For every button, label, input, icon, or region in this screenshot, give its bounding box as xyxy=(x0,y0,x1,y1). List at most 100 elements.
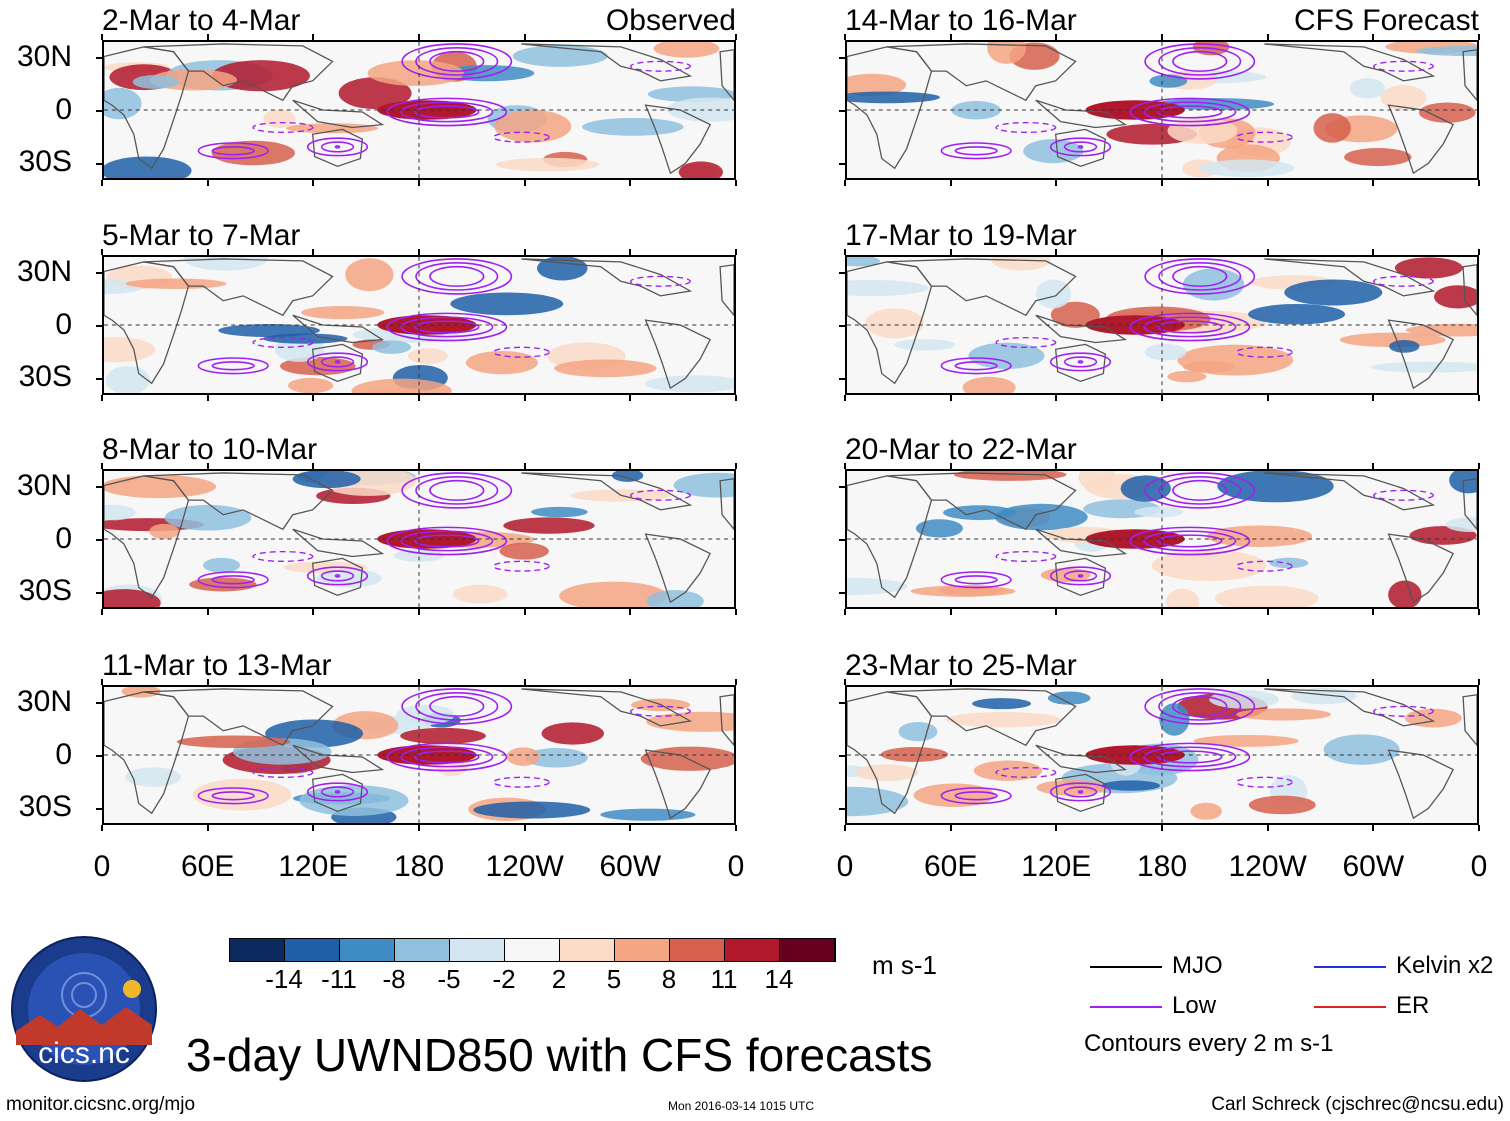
anomaly-shading xyxy=(104,504,136,521)
anomaly-shading xyxy=(847,577,908,595)
anomaly-shading xyxy=(338,77,412,110)
footer-url[interactable]: monitor.cicsnc.org/mjo xyxy=(6,1094,196,1115)
lon-tick xyxy=(1055,463,1058,469)
anomaly-shading xyxy=(559,581,668,607)
lon-tick xyxy=(523,463,526,469)
coastline xyxy=(644,533,712,604)
lat-tick xyxy=(96,325,102,327)
lon-tick xyxy=(206,825,209,831)
lon-tick xyxy=(949,609,952,615)
low-contour xyxy=(1158,47,1242,76)
lat-tick xyxy=(96,57,102,59)
coastline xyxy=(104,691,190,815)
lon-tick xyxy=(1055,34,1058,40)
coastline xyxy=(847,46,933,170)
lon-tick xyxy=(949,180,952,186)
low-contour xyxy=(334,790,341,794)
lon-tick xyxy=(1055,825,1058,831)
lon-tick xyxy=(949,34,952,40)
colorbar xyxy=(229,938,836,962)
low-contour xyxy=(211,361,255,371)
anomaly-shading xyxy=(972,698,1032,710)
coastline xyxy=(521,472,693,511)
lon-tick xyxy=(735,180,737,186)
anomaly-shading xyxy=(316,568,382,588)
legend-line-4 xyxy=(1314,1006,1386,1008)
coastline xyxy=(1264,43,1436,82)
anomaly-shading xyxy=(506,747,540,766)
low-contour xyxy=(334,574,341,578)
map-panel-right-3 xyxy=(845,469,1479,609)
lon-tick xyxy=(101,249,103,255)
lon-tick xyxy=(1372,609,1375,615)
lon-tick xyxy=(312,679,315,685)
anomaly-shading xyxy=(1269,557,1309,569)
colorbar-label-6: 2 xyxy=(551,964,567,994)
low-contour xyxy=(1143,530,1237,552)
anomaly-shading xyxy=(1206,525,1313,547)
map-panel-left-3 xyxy=(102,469,736,609)
low-contour-negative xyxy=(1372,489,1434,501)
low-contour xyxy=(940,142,1012,160)
lon-tick xyxy=(312,249,315,255)
anomaly-shading xyxy=(176,735,291,748)
lon-tick xyxy=(735,395,737,401)
low-contour-negative xyxy=(492,560,550,572)
anomaly-shading xyxy=(1167,370,1207,383)
coastline xyxy=(719,264,734,317)
anomaly-shading xyxy=(987,42,1027,64)
lon-tick xyxy=(1372,825,1375,831)
low-contour xyxy=(401,43,513,80)
lon-label-right-2: 60E xyxy=(923,850,978,883)
lon-tick xyxy=(844,249,846,255)
lat-tick xyxy=(96,702,102,704)
legend-label-3: Low xyxy=(1172,992,1217,1019)
colorbar-label-1: -14 xyxy=(265,964,303,994)
low-contour xyxy=(320,356,355,368)
lon-tick xyxy=(1161,395,1163,401)
lon-tick xyxy=(1055,180,1058,186)
low-contour-negative xyxy=(629,489,691,501)
anomaly-shading xyxy=(962,376,1016,393)
low-contour xyxy=(211,146,255,156)
coastline xyxy=(886,688,1077,747)
lat-tick xyxy=(839,486,845,488)
low-contour xyxy=(954,791,998,801)
low-contour-negative xyxy=(1235,346,1293,358)
coastline xyxy=(1387,533,1455,604)
lon-tick xyxy=(523,249,526,255)
legend-line-2 xyxy=(1314,966,1386,968)
low-contour-negative xyxy=(1235,560,1293,572)
lon-tick xyxy=(418,679,420,685)
coastline xyxy=(311,557,364,597)
coastline xyxy=(1462,694,1477,747)
anomaly-shading xyxy=(1166,588,1200,607)
low-contour xyxy=(386,526,508,556)
low-contour xyxy=(414,750,480,764)
lon-tick xyxy=(1478,395,1480,401)
lon-tick xyxy=(101,463,103,469)
anomaly-shading xyxy=(645,375,734,393)
low-contour xyxy=(306,137,369,157)
lon-label-left-5: 120W xyxy=(485,850,564,883)
anomaly-shading xyxy=(125,767,181,787)
lon-tick xyxy=(418,395,420,401)
lon-tick xyxy=(1161,679,1163,685)
panel-title-left-1: 2-Mar to 4-Mar xyxy=(102,4,301,37)
anomaly-shading xyxy=(1344,148,1412,167)
anomaly-shading xyxy=(1193,734,1299,747)
anomaly-shading xyxy=(554,359,657,378)
panel-title-right-2: 17-Mar to 19-Mar xyxy=(845,219,1077,252)
low-contour xyxy=(1129,742,1251,772)
lon-tick xyxy=(844,679,846,685)
low-contour xyxy=(415,692,499,721)
low-contour xyxy=(1143,101,1237,123)
colorbar-swatch-7 xyxy=(560,939,615,961)
anomaly-shading xyxy=(1050,301,1100,328)
lat-tick xyxy=(96,163,102,165)
anomaly-shading xyxy=(855,764,919,782)
anomaly-shading xyxy=(913,783,995,807)
lon-tick xyxy=(629,609,632,615)
anomaly-shading xyxy=(847,73,907,97)
coastline xyxy=(143,688,334,747)
